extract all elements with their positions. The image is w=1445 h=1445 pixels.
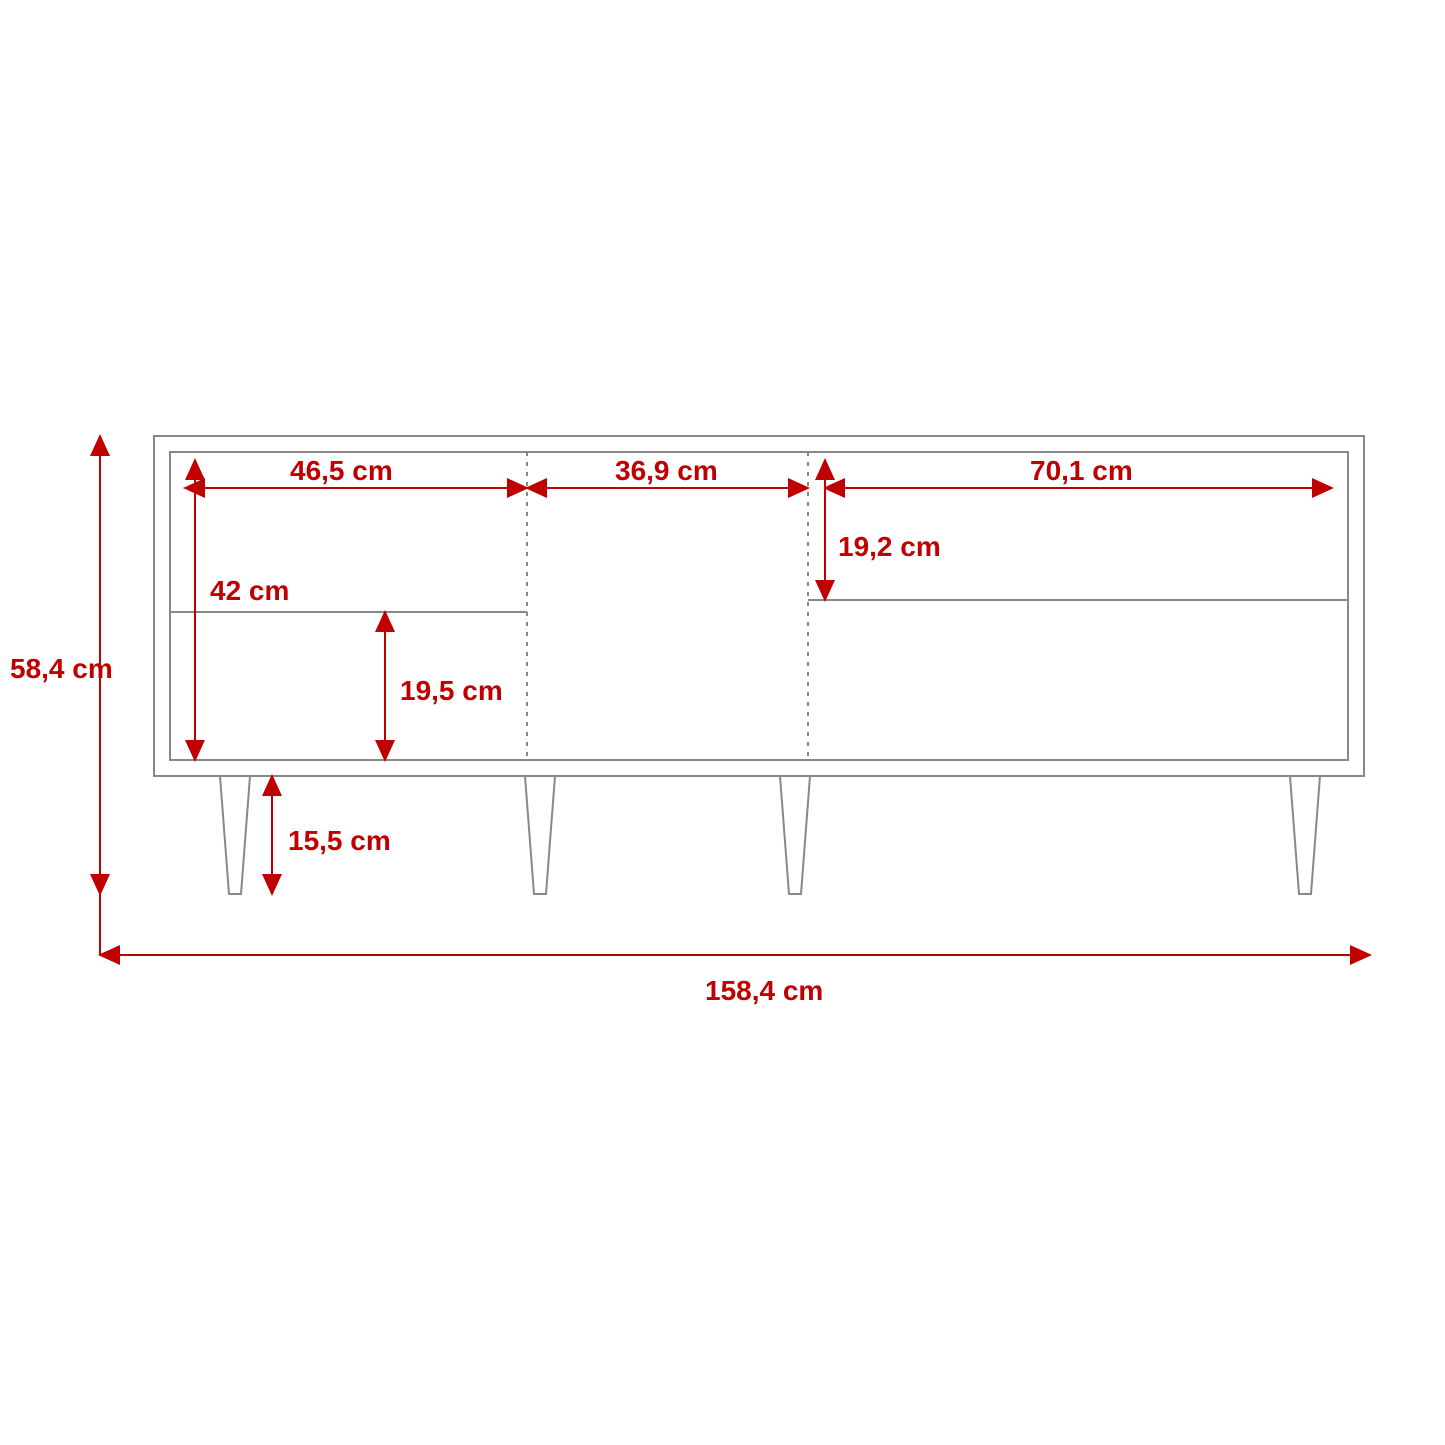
cabinet-inner (170, 452, 1348, 760)
label-shelf1_width: 46,5 cm (290, 455, 393, 486)
leg-4 (1290, 776, 1320, 894)
label-right_width: 70,1 cm (1030, 455, 1133, 486)
leg-2 (525, 776, 555, 894)
label-total_width: 158,4 cm (705, 975, 823, 1006)
label-center_width: 36,9 cm (615, 455, 718, 486)
label-leg_height: 15,5 cm (288, 825, 391, 856)
label-lower_shelf_height: 19,5 cm (400, 675, 503, 706)
furniture-dimension-diagram: 58,4 cm 158,4 cm 46,5 cm 36,9 cm 70,1 cm 19,2… (0, 0, 1445, 1445)
label-inner_height: 42 cm (210, 575, 289, 606)
leg-1 (220, 776, 250, 894)
leg-3 (780, 776, 810, 894)
label-total_height: 58,4 cm (10, 653, 113, 684)
label-right_shelf_height: 19,2 cm (838, 531, 941, 562)
